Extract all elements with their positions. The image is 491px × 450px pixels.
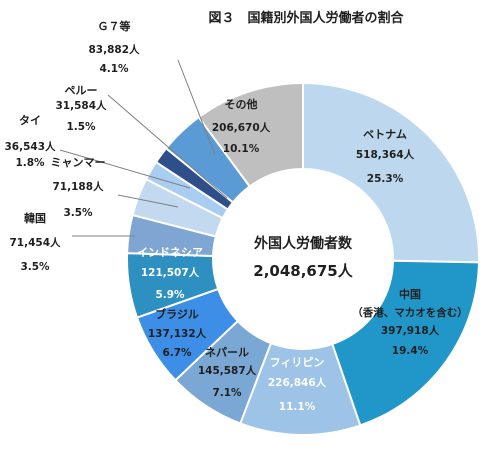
slice-label-count-6: 71,454人 xyxy=(9,236,61,249)
slice-label-name-10: Ｇ７等 xyxy=(98,19,131,33)
slice-label-percent-3: 7.1% xyxy=(212,387,242,399)
slice-label-count-0: 518,364人 xyxy=(356,148,415,161)
slice-label-percent-10: 4.1% xyxy=(99,63,129,75)
slice-label-count-9: 31,584人 xyxy=(55,99,107,112)
slice-label-percent-1: 19.4% xyxy=(392,345,429,357)
slice-label-count-3: 145,587人 xyxy=(198,364,257,377)
center-label: 外国人労働者数 xyxy=(254,235,353,252)
slice-label-percent-7: 3.5% xyxy=(63,207,93,219)
slice-label-count-1: 397,918人 xyxy=(381,324,440,337)
slice-label-name-4: ブラジル xyxy=(155,307,199,321)
slice-label-name-2: フィリピン xyxy=(270,356,325,369)
leader-line-9 xyxy=(107,94,228,199)
slice-label-percent-4: 6.7% xyxy=(162,347,192,359)
chart-title: 図３ 国籍別外国人労働者の割合 xyxy=(208,10,404,26)
slice-label-name-11: その他 xyxy=(225,97,258,111)
donut-slices xyxy=(126,81,480,436)
center-total: 2,048,675人 xyxy=(253,262,353,280)
slice-label-count-7: 71,188人 xyxy=(52,180,104,193)
leader-line-10 xyxy=(177,59,216,156)
slice-label-percent-5: 5.9% xyxy=(155,289,185,301)
slice-label-count-5: 121,507人 xyxy=(141,266,200,279)
slice-labels: ベトナム 518,364人 25.3% 中国 （香港、マカオを含む） 397,918人 19… xyxy=(4,19,467,413)
slice-label-name-3: ネパール xyxy=(205,346,249,359)
slice-label-percent-8: 1.8% xyxy=(15,157,45,169)
slice-label-count-2: 226,846人 xyxy=(268,376,327,389)
slice-label-name-6: 韓国 xyxy=(24,211,46,225)
slice-label-name-8: タイ xyxy=(19,114,41,127)
slice-label-percent-0: 25.3% xyxy=(367,173,404,185)
slice-label-count-4: 137,132人 xyxy=(148,327,207,340)
slice-0 xyxy=(302,81,480,264)
slice-label-count-11: 206,670人 xyxy=(212,121,271,134)
slice-label-name-0: ベトナム xyxy=(363,128,407,141)
slice-label-name2-1: （香港、マカオを含む） xyxy=(352,306,468,319)
slice-1 xyxy=(331,259,480,427)
slice-label-count-10: 83,882人 xyxy=(88,43,140,56)
slice-label-name-7: ミャンマー xyxy=(51,156,106,169)
slice-label-name-1: 中国 xyxy=(399,287,421,301)
slice-label-name-5: インドネシア xyxy=(137,246,203,259)
leader-line-8 xyxy=(59,149,191,189)
leader-line-7 xyxy=(117,194,179,208)
slice-label-percent-9: 1.5% xyxy=(66,121,96,133)
slice-label-percent-11: 10.1% xyxy=(223,143,260,155)
slice-label-percent-6: 3.5% xyxy=(20,261,50,273)
slice-label-name-9: ペルー xyxy=(65,84,98,97)
slice-label-percent-2: 11.1% xyxy=(279,401,316,413)
leader-lines xyxy=(59,59,228,237)
slice-11 xyxy=(197,81,304,188)
slice-label-count-8: 36,543人 xyxy=(4,140,56,153)
